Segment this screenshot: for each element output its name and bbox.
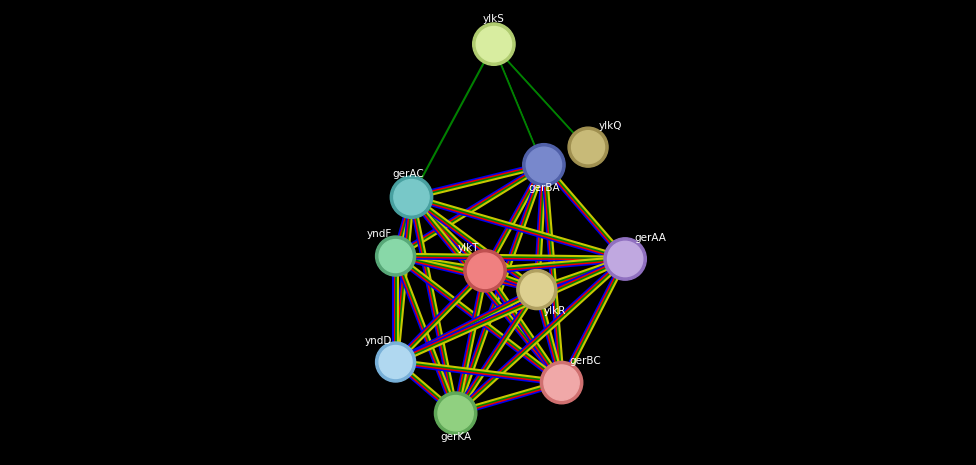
Text: gerKA: gerKA — [440, 432, 471, 442]
Text: ylkS: ylkS — [483, 14, 505, 25]
Circle shape — [476, 27, 511, 62]
Circle shape — [604, 238, 646, 280]
Circle shape — [524, 277, 549, 302]
Circle shape — [526, 147, 561, 182]
Text: ylkT: ylkT — [458, 243, 479, 253]
Circle shape — [531, 152, 557, 178]
Circle shape — [576, 135, 600, 159]
Circle shape — [612, 246, 638, 272]
Circle shape — [379, 239, 412, 272]
Circle shape — [438, 396, 473, 431]
Circle shape — [384, 244, 408, 268]
Text: ylkQ: ylkQ — [598, 121, 622, 131]
Circle shape — [549, 369, 575, 396]
Circle shape — [442, 400, 468, 426]
Circle shape — [572, 131, 604, 164]
Circle shape — [464, 250, 507, 292]
Circle shape — [472, 23, 515, 66]
Circle shape — [394, 179, 429, 215]
Circle shape — [376, 236, 416, 276]
Text: ylkR: ylkR — [544, 306, 566, 316]
Circle shape — [607, 241, 643, 277]
Circle shape — [390, 176, 432, 219]
Circle shape — [517, 270, 557, 310]
Circle shape — [523, 144, 565, 186]
Text: gerAA: gerAA — [634, 233, 666, 243]
Circle shape — [384, 350, 408, 374]
Circle shape — [541, 361, 583, 404]
Text: gerAC: gerAC — [392, 169, 425, 179]
Circle shape — [568, 127, 608, 167]
Circle shape — [398, 184, 425, 211]
Circle shape — [471, 258, 499, 284]
Text: yndD: yndD — [364, 336, 391, 346]
Circle shape — [434, 392, 477, 434]
Text: gerBC: gerBC — [569, 356, 601, 366]
Circle shape — [379, 345, 412, 379]
Circle shape — [468, 253, 503, 288]
Text: yndF: yndF — [366, 229, 391, 239]
Circle shape — [520, 273, 553, 306]
Circle shape — [544, 365, 579, 400]
Circle shape — [376, 342, 416, 382]
Circle shape — [480, 31, 508, 57]
Text: gerBA: gerBA — [528, 183, 559, 193]
